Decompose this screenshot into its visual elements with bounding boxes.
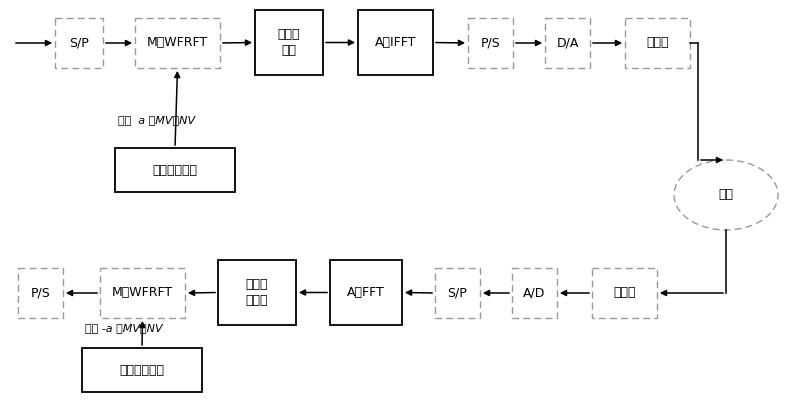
Bar (55, 18, 103, 68)
Text: 参数 -a 、MV、NV: 参数 -a 、MV、NV (85, 323, 162, 333)
Text: 子载波
映射: 子载波 映射 (278, 29, 300, 57)
Bar (358, 10, 433, 75)
Bar (18, 268, 63, 318)
Bar (330, 260, 402, 325)
Text: 参数  a 、MV、NV: 参数 a 、MV、NV (118, 115, 195, 125)
Text: 子载波
去映射: 子载波 去映射 (246, 278, 268, 307)
Bar (435, 268, 480, 318)
Bar (545, 18, 590, 68)
Text: 下变频: 下变频 (614, 286, 636, 299)
Text: P/S: P/S (481, 36, 500, 50)
Bar (512, 268, 557, 318)
Bar (255, 10, 323, 75)
Bar (218, 260, 296, 325)
Bar (135, 18, 220, 68)
Text: S/P: S/P (69, 36, 89, 50)
Text: M路WFRFT: M路WFRFT (112, 286, 173, 299)
Text: 信道: 信道 (718, 189, 734, 202)
Text: 上变频: 上变频 (646, 36, 669, 50)
Bar (592, 268, 657, 318)
Text: A路IFFT: A路IFFT (375, 36, 416, 49)
Text: A路FFT: A路FFT (347, 286, 385, 299)
Text: 动态参数选择: 动态参数选择 (153, 164, 198, 177)
Text: M路WFRFT: M路WFRFT (147, 36, 208, 50)
Bar (82, 348, 202, 392)
Text: P/S: P/S (30, 286, 50, 299)
Text: S/P: S/P (448, 286, 467, 299)
Bar (625, 18, 690, 68)
Bar (115, 148, 235, 192)
Bar (468, 18, 513, 68)
Text: A/D: A/D (523, 286, 546, 299)
Text: 动态参数选择: 动态参数选择 (119, 364, 165, 377)
Bar (100, 268, 185, 318)
Text: D/A: D/A (556, 36, 578, 50)
Ellipse shape (674, 160, 778, 230)
